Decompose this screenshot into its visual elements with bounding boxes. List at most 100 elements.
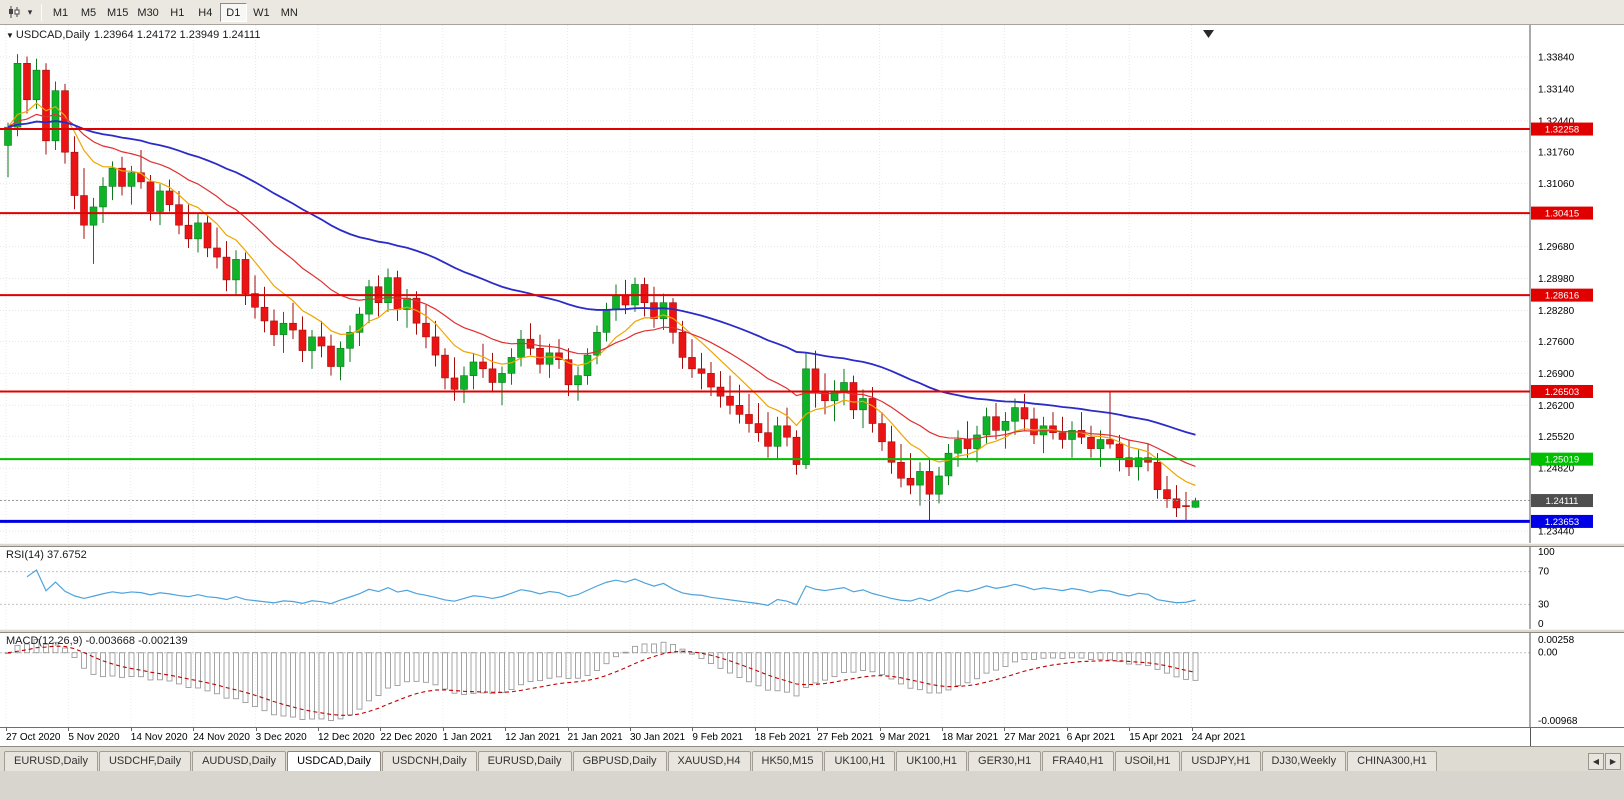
rsi-panel[interactable]: 100 70 30 0 RSI(14) 37.6752 — [0, 547, 1624, 629]
time-axis-tick — [6, 728, 7, 731]
svg-text:1.26503: 1.26503 — [1545, 387, 1579, 398]
symbol-tab[interactable]: XAUUSD,H4 — [667, 751, 751, 771]
macd-label: MACD(12,26,9) -0.003668 -0.002139 — [6, 635, 188, 647]
price-tick-label: 1.25520 — [1538, 432, 1575, 443]
rsi-scale-label: 100 — [1538, 547, 1555, 558]
price-level-badge: 1.30415 — [1531, 206, 1593, 220]
symbol-tab[interactable]: USDCNH,Daily — [382, 751, 477, 771]
dropdown-caret-icon[interactable]: ▾ — [27, 6, 33, 17]
time-axis-tick — [817, 728, 819, 731]
time-axis-label: 3 Dec 2020 — [255, 732, 307, 743]
svg-text:1.23653: 1.23653 — [1545, 517, 1579, 528]
symbol-tab[interactable]: HK50,M15 — [751, 751, 824, 771]
price-tick-label: 1.28980 — [1538, 274, 1575, 285]
scale-separator — [1530, 728, 1531, 746]
time-axis[interactable]: 27 Oct 2020 5 Nov 2020 14 Nov 2020 24 Nov 2… — [0, 727, 1624, 746]
price-tick-label: 1.28280 — [1538, 306, 1575, 317]
time-axis-label: 9 Mar 2021 — [879, 732, 931, 743]
svg-text:1.25019: 1.25019 — [1545, 455, 1579, 466]
timeframe-button-M1[interactable]: M1 — [52, 6, 69, 19]
rsi-scale-label: 30 — [1538, 599, 1550, 610]
timeframe-buttons: M1 M5 M15 M30 H1 H4 D1 W1 MN — [47, 2, 304, 22]
price-tick-label: 1.27600 — [1538, 337, 1575, 348]
symbol-tab[interactable]: UK100,H1 — [896, 751, 968, 771]
rsi-label: RSI(14) 37.6752 — [6, 549, 87, 561]
price-scale[interactable]: 1.338401.331401.324401.317601.310601.303… — [1529, 25, 1624, 543]
timeframe-button-H4[interactable]: H4 — [198, 6, 213, 19]
ohlc-values: 1.23964 1.24172 1.23949 1.24111 — [93, 29, 261, 41]
symbol-tabbar: EURUSD,Daily USDCHF,Daily AUDUSD,Daily USDC… — [0, 746, 1624, 771]
rsi-scale-label: 70 — [1538, 567, 1550, 578]
time-axis-tick — [380, 728, 382, 731]
time-axis-label: 24 Nov 2020 — [193, 732, 250, 743]
timeframe-button-D1[interactable]: D1 — [219, 2, 247, 22]
tab-scroll-right-button[interactable]: ▶ — [1605, 753, 1621, 770]
timeframe-button-M30[interactable]: M30 — [137, 6, 159, 19]
bottom-strip — [0, 771, 1624, 799]
symbol-tab[interactable]: AUDUSD,Daily — [192, 751, 287, 771]
grid — [5, 547, 1193, 629]
symbol-tab[interactable]: EURUSD,Daily — [4, 751, 98, 771]
symbol-tab[interactable]: USDCAD,Daily — [287, 751, 382, 771]
price-tick-label: 1.31060 — [1538, 179, 1575, 190]
panel-splitter[interactable] — [0, 543, 1624, 547]
macd-scale-label: 0.00258 — [1538, 635, 1575, 646]
timeframe-button-M5[interactable]: M5 — [80, 6, 97, 19]
time-axis-tick — [567, 728, 569, 731]
tab-scroll-left-button[interactable]: ◀ — [1588, 753, 1604, 770]
time-axis-label: 14 Nov 2020 — [130, 732, 188, 743]
timeframe-button-M15[interactable]: M15 — [107, 6, 129, 19]
timeframe-button-H1[interactable]: H1 — [170, 6, 185, 19]
time-axis-tick — [1066, 728, 1068, 731]
time-axis-label: 12 Dec 2020 — [318, 732, 375, 743]
time-axis-label: 5 Nov 2020 — [68, 732, 120, 743]
symbol-tab[interactable]: FRA40,H1 — [1042, 751, 1114, 771]
grid — [0, 25, 1530, 543]
chart-title: ▼ USDCAD,Daily 1.23964 1.24172 1.23949 1.2… — [6, 29, 264, 41]
timeframe-button-MN[interactable]: MN — [280, 6, 298, 19]
symbol-tab[interactable]: GER30,H1 — [968, 751, 1042, 771]
symbol-tab[interactable]: GBPUSD,Daily — [572, 751, 667, 771]
time-axis-tick — [1004, 728, 1006, 731]
grid — [5, 633, 1193, 727]
time-axis-label: 15 Apr 2021 — [1129, 732, 1184, 743]
symbol-tab[interactable]: USDJPY,H1 — [1181, 751, 1261, 771]
macd-panel[interactable]: 0.00258 0.00 -0.00968 MACD(12,26,9) -0.003… — [0, 633, 1624, 727]
symbol-tab[interactable]: USDCHF,Daily — [98, 751, 192, 771]
rsi-scale-label: 0 — [1538, 619, 1544, 629]
price-tick-label: 1.32440 — [1538, 116, 1575, 127]
time-axis-label: 27 Oct 2020 — [6, 732, 61, 743]
main-chart-panel[interactable]: 1.338401.331401.324401.317601.310601.303… — [0, 25, 1624, 543]
time-axis-tick — [630, 728, 631, 731]
price-level-badge: 1.24111 — [1531, 494, 1593, 508]
candlestick-glyph — [9, 6, 20, 18]
chart-tool-icon[interactable] — [4, 3, 24, 22]
symbol-tab[interactable]: UK100,H1 — [824, 751, 896, 771]
symbol-tab[interactable]: CHINA300,H1 — [1347, 751, 1437, 771]
price-level-badge: 1.23653 — [1531, 514, 1593, 528]
price-tick-label: 1.23440 — [1538, 527, 1575, 538]
price-level-badge: 1.26503 — [1531, 384, 1593, 398]
macd-scale-label: -0.00968 — [1538, 716, 1578, 727]
time-axis-tick — [692, 728, 694, 731]
time-axis-label: 18 Feb 2021 — [754, 732, 811, 743]
panel-splitter[interactable] — [0, 629, 1624, 633]
svg-text:1.28616: 1.28616 — [1545, 291, 1579, 302]
price-tick-label: 1.24820 — [1538, 464, 1575, 475]
time-axis-tick — [1129, 728, 1131, 731]
macd-scale-label: 0.00 — [1538, 648, 1558, 659]
symbol-tab[interactable]: USOil,H1 — [1114, 751, 1181, 771]
timeframe-button-W1[interactable]: W1 — [253, 6, 270, 19]
time-axis-tick — [505, 728, 507, 731]
symbol-tab[interactable]: EURUSD,Daily — [477, 751, 572, 771]
time-axis-label: 30 Jan 2021 — [630, 732, 686, 743]
price-level-badge: 1.32258 — [1531, 122, 1593, 136]
symbol-tab[interactable]: DJ30,Weekly — [1261, 751, 1347, 771]
time-axis-label: 9 Feb 2021 — [692, 732, 743, 743]
time-axis-label: 12 Jan 2021 — [505, 732, 561, 743]
time-axis-label: 27 Mar 2021 — [1004, 732, 1061, 743]
time-axis-tick — [193, 728, 195, 731]
time-axis-label: 21 Jan 2021 — [567, 732, 623, 743]
chart-shift-marker-icon[interactable] — [1203, 30, 1214, 38]
